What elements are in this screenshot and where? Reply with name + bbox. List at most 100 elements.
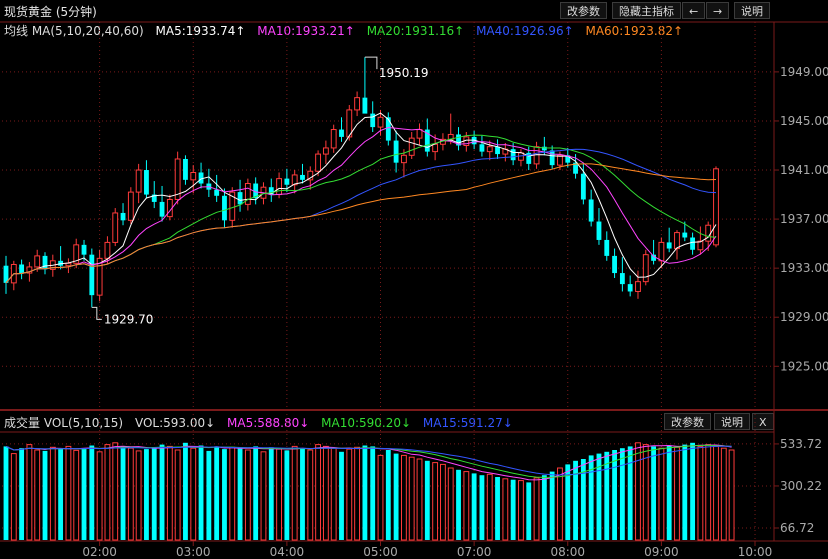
vol-value: VOL:593.00↓ <box>134 416 216 430</box>
volume-bar-down <box>393 453 399 540</box>
price-tick-label: 1925.00 <box>780 359 828 373</box>
volume-bar-down <box>596 453 602 540</box>
volume-bar-up <box>166 445 173 541</box>
volume-bar-up <box>377 454 384 541</box>
volume-bar-up <box>174 449 181 541</box>
candle-body-up <box>315 153 322 172</box>
candle-body-down <box>42 255 48 270</box>
volume-bar-down <box>385 450 391 540</box>
ma10-value: MA10:1933.21↑ <box>257 24 355 38</box>
candle-body-down <box>268 187 274 195</box>
candle-body-down <box>456 134 461 146</box>
volume-bar-down <box>573 460 578 540</box>
volume-bar-up <box>463 471 470 541</box>
candle-body-up <box>642 254 649 283</box>
candle-body-down <box>198 172 204 184</box>
volume-bar-up <box>65 445 72 541</box>
candle-body-down <box>573 162 578 174</box>
chart-title: 现货黄金 (5分钟) <box>4 5 97 19</box>
candle-body-up <box>174 158 181 200</box>
volume-bar-up <box>400 454 407 541</box>
volume-bar-down <box>237 448 243 540</box>
candle-body-down <box>253 183 259 199</box>
candle-body-up <box>135 169 142 193</box>
volume-bar-down <box>339 451 344 540</box>
candle-body-down <box>120 212 126 221</box>
candle-body-up <box>346 109 353 138</box>
time-tick-label: 09:00 <box>644 545 679 559</box>
ma20-line <box>5 134 717 284</box>
volume-tick-label: 533.72 <box>780 437 822 451</box>
volume-tick-label: 300.22 <box>780 479 822 493</box>
volume-bar-up <box>486 473 493 541</box>
candle-body-down <box>619 273 625 285</box>
candle-body-down <box>89 254 95 296</box>
volume-bar-up <box>104 444 111 541</box>
candle-body-up <box>322 147 329 155</box>
volume-bar-down <box>541 475 547 540</box>
candle-body-down <box>159 201 165 217</box>
candle-body-down <box>385 117 391 141</box>
candle-body-up <box>291 174 298 186</box>
candle-body-down <box>580 173 586 200</box>
volume-bar-up <box>49 446 56 541</box>
volume-bar-up <box>518 480 524 541</box>
candle-body-up <box>73 244 80 264</box>
help-button[interactable]: 说明 <box>734 2 770 19</box>
volume-bar-up <box>354 446 361 541</box>
volume-bar-up <box>307 449 314 541</box>
params-button[interactable]: 改参数 <box>560 2 607 19</box>
volume-bar-down <box>151 447 157 540</box>
candle-body-down <box>596 221 602 240</box>
volume-bar-down <box>619 448 625 540</box>
candle-body-down <box>393 140 399 163</box>
volume-bar-up <box>73 449 80 541</box>
volume-help-button[interactable]: 说明 <box>714 413 750 430</box>
vol-ma15-line <box>5 445 732 476</box>
volume-bar-up <box>705 444 712 541</box>
hide-indicator-button[interactable]: 隐藏主指标 <box>612 2 681 19</box>
candle-body-down <box>627 284 633 292</box>
volume-bar-up <box>260 451 267 541</box>
candle-body-up <box>486 146 493 153</box>
time-tick-label: 02:00 <box>82 545 117 559</box>
time-tick-label: 04:00 <box>270 545 305 559</box>
volume-bar-up <box>127 447 134 541</box>
volume-params-button[interactable]: 改参数 <box>664 413 711 430</box>
volume-bar-down <box>690 442 696 540</box>
candle-body-down <box>424 129 430 152</box>
volume-bar-up <box>713 445 719 541</box>
ma60-line <box>5 163 717 284</box>
candle-body-down <box>651 254 657 261</box>
candle-body-up <box>432 143 439 153</box>
high-annotation-label: 1950.19 <box>379 66 429 80</box>
candle-body-down <box>541 146 547 151</box>
volume-bar-up <box>346 448 353 541</box>
arrow-left-button[interactable]: ← <box>682 2 706 19</box>
volume-bar-up <box>10 453 17 541</box>
volume-bar-up <box>720 447 727 541</box>
volume-bar-down <box>253 446 259 540</box>
candle-body-up <box>557 154 563 166</box>
candle-body-down <box>183 158 188 180</box>
volume-bar-up <box>291 445 298 541</box>
volume-close-button[interactable]: X <box>752 413 774 430</box>
volume-bar-down <box>604 451 610 540</box>
arrow-right-button[interactable]: → <box>706 2 730 19</box>
volume-bar-down <box>612 450 617 540</box>
volume-legend: 成交量 VOL(5,10,15) VOL:593.00↓ MA5:588.80↓… <box>4 414 521 432</box>
candle-body-up <box>674 232 680 250</box>
candle-body-up <box>26 266 33 274</box>
candle-body-up <box>658 241 665 262</box>
volume-bar-down <box>424 460 430 540</box>
candle-body-up <box>377 116 384 128</box>
candle-body-up <box>354 97 361 111</box>
ma60-value: MA60:1923.82↑ <box>585 24 684 38</box>
volume-bar-down <box>81 448 87 540</box>
volume-bar-up <box>447 467 454 541</box>
volume-bar-down <box>159 444 165 540</box>
volume-bar-up <box>674 446 680 541</box>
candle-body-up <box>330 129 337 149</box>
ma20-value: MA20:1931.16↑ <box>366 24 465 38</box>
candle-body-up <box>276 178 282 196</box>
